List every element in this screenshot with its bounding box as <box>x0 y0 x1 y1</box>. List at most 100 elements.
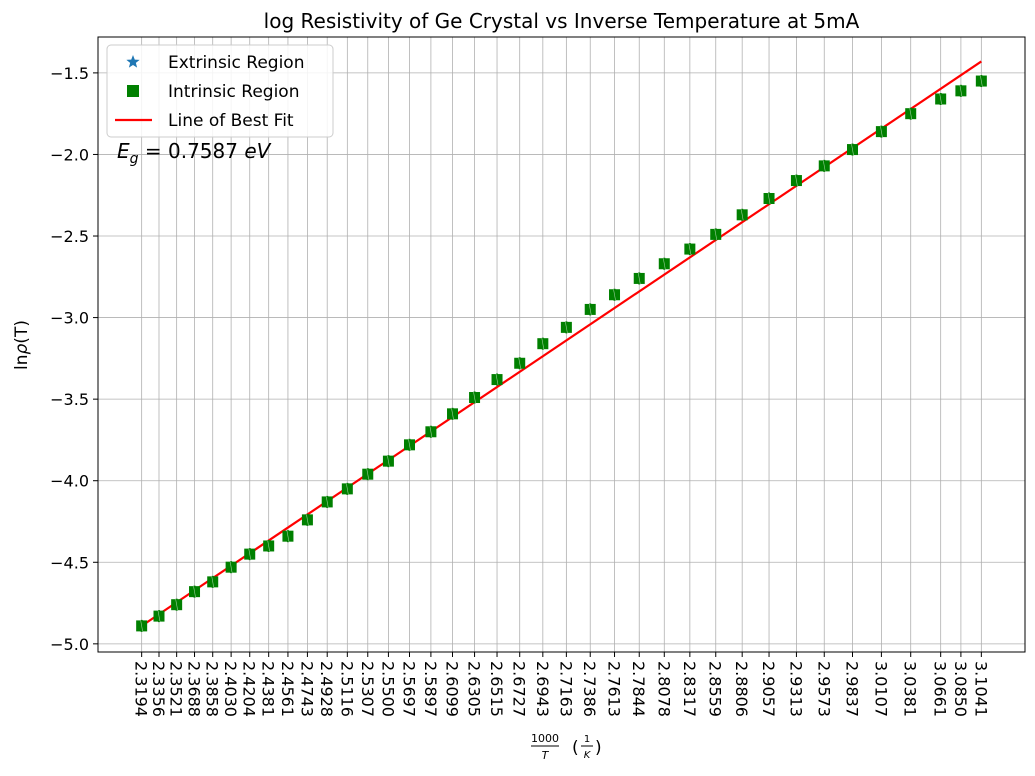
x-tick-label: 2.8806 <box>732 661 751 717</box>
intrinsic-point-highlight <box>175 599 178 611</box>
x-tick-label: 2.9313 <box>786 661 805 717</box>
intrinsic-point-highlight <box>306 514 309 526</box>
intrinsic-point-highlight <box>495 374 499 386</box>
intrinsic-point-highlight <box>767 192 771 205</box>
intrinsic-point-highlight <box>851 144 854 156</box>
y-axis-label-prefix: ln <box>12 354 32 370</box>
y-axis-label: lnρ(T) <box>12 320 32 370</box>
intrinsic-point-highlight <box>714 228 718 240</box>
intrinsic-point-highlight <box>740 209 744 221</box>
intrinsic-point-highlight <box>541 338 545 350</box>
intrinsic-point-highlight <box>286 530 290 542</box>
intrinsic-point-highlight <box>518 357 522 369</box>
legend-box <box>106 44 334 138</box>
intrinsic-point-highlight <box>366 468 370 480</box>
x-tick-label: 2.6099 <box>443 661 462 717</box>
intrinsic-point-highlight <box>688 243 692 255</box>
x-tick-label: 2.4381 <box>259 661 278 717</box>
intrinsic-point-highlight <box>387 455 390 467</box>
intrinsic-point-highlight <box>267 540 270 552</box>
x-tick-label: 2.3688 <box>185 661 204 717</box>
intrinsic-point-highlight <box>346 483 349 495</box>
y-tick-label: −5.0 <box>50 635 89 654</box>
intrinsic-point-highlight <box>662 258 666 270</box>
x-tick-label: 2.5697 <box>399 661 418 717</box>
legend-label: Extrinsic Region <box>168 53 304 73</box>
x-tick-label: 3.1041 <box>971 661 990 717</box>
x-tick-label: 2.9573 <box>814 661 833 717</box>
x-tick-label: 2.9057 <box>759 661 778 717</box>
y-tick-label: −4.0 <box>50 472 89 491</box>
x-tick-label: 3.0850 <box>951 661 970 717</box>
x-tick-label: 2.9837 <box>843 661 862 717</box>
legend-label: Line of Best Fit <box>168 111 294 131</box>
x-tick-label: 3.0381 <box>901 661 920 717</box>
y-tick-label: −4.5 <box>50 553 89 572</box>
chart-title: log Resistivity of Ge Crystal vs Inverse… <box>264 9 860 33</box>
intrinsic-point-highlight <box>795 175 798 187</box>
x-tick-label: 2.7386 <box>580 661 599 717</box>
intrinsic-point-highlight <box>429 426 433 438</box>
x-label-numerator: 1000 <box>531 732 559 745</box>
intrinsic-point-highlight <box>157 610 161 622</box>
x-tick-label: 2.7163 <box>556 661 575 717</box>
y-tick-label: −1.5 <box>50 64 89 83</box>
x-tick-label: 2.8078 <box>654 661 673 717</box>
x-tick-label: 2.7613 <box>605 661 624 717</box>
y-axis-label-arg: (T) <box>12 320 32 344</box>
intrinsic-point-highlight <box>637 272 641 284</box>
x-axis-label: 1000 T ( 1 K ) <box>531 732 602 762</box>
intrinsic-point-highlight <box>248 548 252 560</box>
intrinsic-point-highlight <box>909 108 913 120</box>
legend-label: Intrinsic Region <box>168 82 299 102</box>
x-tick-label: 2.6943 <box>533 661 552 717</box>
x-tick-label: 2.3858 <box>203 661 222 717</box>
y-tick-label: −3.0 <box>50 309 89 328</box>
x-tick-label: 2.5500 <box>378 661 397 717</box>
annotation-value: = 0.7587 <box>139 139 245 163</box>
intrinsic-point-highlight <box>473 391 476 404</box>
intrinsic-point-highlight <box>613 289 616 301</box>
intrinsic-point-highlight <box>980 75 983 87</box>
x-tick-label: 2.5116 <box>337 661 356 717</box>
intrinsic-point-highlight <box>408 439 411 451</box>
x-tick-label: 2.5307 <box>358 661 377 717</box>
x-tick-label: 2.4030 <box>221 661 240 717</box>
intrinsic-point-highlight <box>565 321 568 333</box>
intrinsic-point-highlight <box>325 496 329 508</box>
x-tick-label: 2.7844 <box>629 661 648 717</box>
x-tick-label: 3.0661 <box>931 661 950 717</box>
x-tick-label: 2.3521 <box>167 661 186 717</box>
x-tick-label: 2.8317 <box>680 661 699 717</box>
x-tick-label: 2.4743 <box>297 661 316 717</box>
y-axis-label-symbol: ρ <box>12 343 32 354</box>
plot-area-frame <box>97 36 1026 653</box>
legend: Extrinsic Region Intrinsic Region Line of … <box>106 44 334 138</box>
best-fit-line <box>141 60 982 627</box>
x-tick-label: 2.3194 <box>132 661 151 717</box>
legend-square-icon <box>127 85 139 97</box>
intrinsic-point-highlight <box>880 126 883 138</box>
intrinsic-point-highlight <box>959 85 963 97</box>
x-tick-label: 2.6727 <box>510 661 529 717</box>
data-markers <box>136 75 987 632</box>
x-label-close-paren: ) <box>595 738 602 758</box>
intrinsic-point-highlight <box>939 93 942 105</box>
best-fit-line-layer <box>141 60 982 627</box>
legend-star-icon <box>126 55 140 68</box>
annotation-unit: eV <box>244 139 271 163</box>
x-tick-label: 3.0107 <box>871 661 890 717</box>
y-tick-label: −3.5 <box>50 390 89 409</box>
x-label-open-paren: ( <box>572 738 579 758</box>
x-label-unit-numerator: 1 <box>584 734 590 745</box>
band-gap-annotation: Eg = 0.7587 eV <box>117 139 272 167</box>
x-label-unit-denominator: K <box>584 750 592 761</box>
intrinsic-point-highlight <box>822 160 826 172</box>
intrinsic-point-highlight <box>211 576 215 588</box>
y-tick-label: −2.0 <box>50 145 89 164</box>
annotation-symbol: E <box>117 139 130 163</box>
y-axis-ticks: −5.0 −4.5 −4.0 −3.5 −3.0 −2.5 −2.0 −1.5 <box>50 64 98 654</box>
intrinsic-point-highlight <box>451 408 454 420</box>
x-tick-label: 2.3356 <box>149 661 168 717</box>
